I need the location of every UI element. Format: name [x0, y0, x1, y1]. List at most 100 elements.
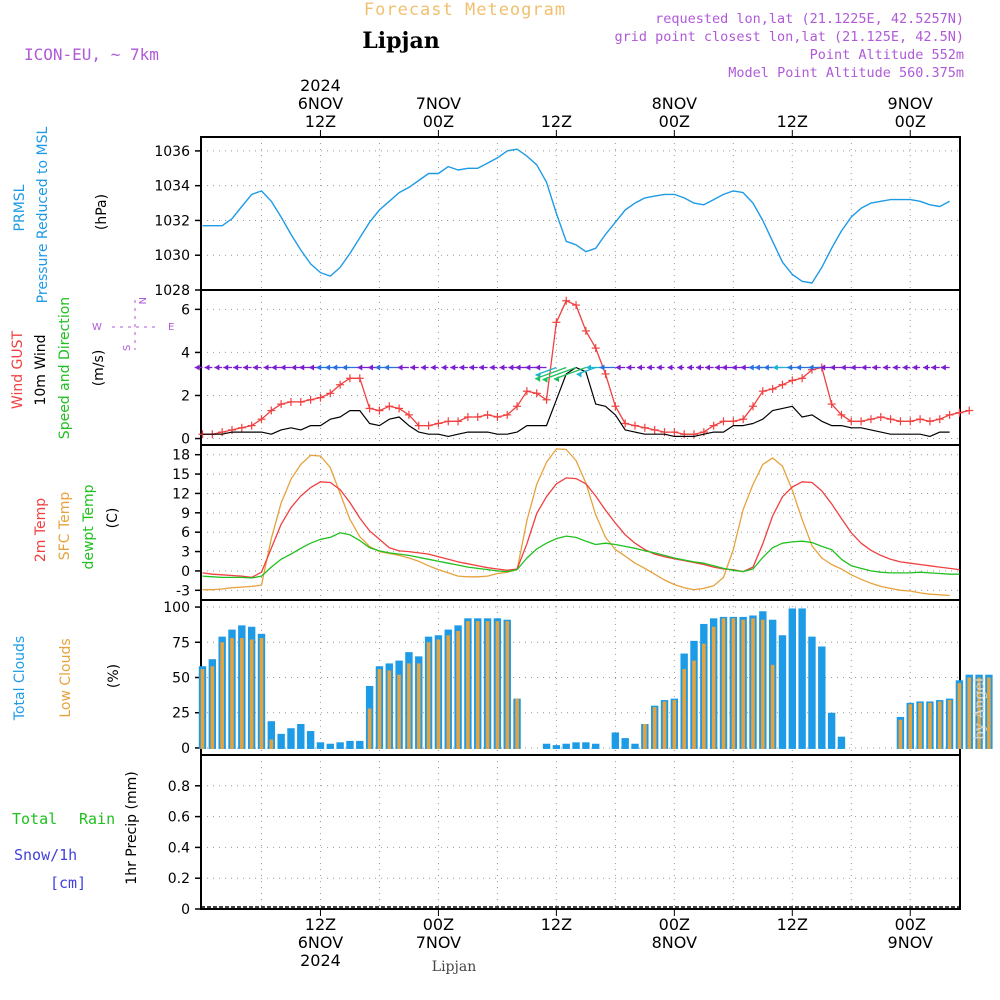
- arrow-head: [325, 364, 331, 371]
- wind-direction-arrow: [656, 364, 665, 371]
- wind-direction-arrow: [450, 364, 459, 371]
- arrow-head: [223, 364, 229, 371]
- wind-direction-arrow: [820, 364, 832, 371]
- low-clouds-label: Low Clouds: [58, 638, 74, 717]
- wind-direction-arrow: [441, 364, 449, 371]
- wind-direction-arrow: [242, 364, 252, 371]
- wind-direction-arrow: [291, 364, 301, 371]
- wind-direction-arrow: [534, 366, 567, 382]
- wind-direction-arrow: [576, 366, 596, 378]
- y-tick-label: 0: [181, 741, 190, 757]
- arrow-head: [599, 364, 605, 371]
- wind-direction-arrow: [923, 364, 930, 371]
- wind-gust-marker: [326, 389, 335, 398]
- low-cloud-bar: [987, 677, 991, 749]
- temp-unit-label: (C): [105, 508, 121, 529]
- low-cloud-bar: [692, 660, 696, 749]
- panel-temperature: -3 0 3 6 9 12 15 18: [172, 444, 961, 601]
- low-cloud-bar: [475, 621, 480, 749]
- low-cloud-bar: [937, 701, 942, 749]
- wind-direction-arrow: [342, 364, 360, 371]
- arrow-head: [626, 364, 632, 371]
- low-cloud-bar: [721, 618, 726, 749]
- total-cloud-bar: [346, 740, 354, 749]
- panel-frame: [200, 754, 961, 910]
- panel-frame: [200, 444, 961, 601]
- wind-gust-marker: [945, 410, 954, 419]
- arrow-head: [667, 364, 673, 371]
- total-cloud-bar: [552, 745, 561, 749]
- wind-gust-marker: [395, 404, 404, 413]
- bottom-time-label: 00Z: [895, 915, 926, 934]
- wind-direction-arrow: [677, 364, 685, 371]
- arrow-head: [748, 364, 754, 371]
- wind-direction-arrow: [808, 364, 822, 371]
- y-tick-label: 2: [181, 388, 190, 404]
- wind-direction-arrow: [830, 364, 842, 371]
- wind-gust-marker: [690, 430, 698, 439]
- wind-gust-marker: [355, 374, 364, 383]
- wind-gust-marker: [611, 402, 620, 411]
- arrow-head: [696, 364, 702, 371]
- wind-direction-arrow: [384, 364, 400, 371]
- arrow-head: [384, 364, 390, 371]
- arrow-head: [554, 376, 560, 383]
- y-tick-label: 100: [163, 600, 190, 616]
- top-time-label: 9NOV: [888, 94, 933, 113]
- wind-gust-marker: [965, 406, 974, 415]
- wind-gust-marker: [925, 417, 934, 426]
- arrow-head: [271, 364, 277, 371]
- precip-total-label: Total: [12, 810, 57, 828]
- wind-gust-marker: [503, 410, 512, 419]
- wind-gust-marker: [237, 423, 246, 432]
- wind-direction-arrow: [430, 364, 439, 371]
- wind-gust-marker: [876, 413, 885, 422]
- arrow-head: [787, 364, 793, 371]
- arrow-head: [772, 364, 778, 371]
- arrow-head: [902, 364, 908, 371]
- wind-direction-arrow: [397, 364, 409, 371]
- low-cloud-bar: [456, 631, 460, 749]
- y-tick-label: 1030: [154, 248, 190, 264]
- wind-direction-arrow: [410, 364, 419, 371]
- wind-gust-marker: [631, 421, 640, 430]
- wind-gust-marker: [336, 380, 345, 389]
- y-tick-label: 0.8: [168, 779, 190, 795]
- arrow-head: [450, 364, 456, 371]
- wind-gust-marker: [414, 421, 423, 430]
- wind-speed-dir-label: Speed and Direction: [57, 297, 73, 439]
- wind-direction-arrow: [704, 364, 714, 371]
- arrow-head: [912, 364, 918, 371]
- total-cloud-bar: [582, 742, 590, 749]
- wind-gust-marker: [375, 406, 384, 415]
- wind-gust-marker: [837, 410, 846, 419]
- arrow-shaft: [542, 366, 577, 381]
- panel-clouds: 0 25 50 75 100: [163, 599, 961, 757]
- arrow-head: [430, 364, 436, 371]
- plot-layer: [194, 148, 993, 749]
- total-cloud-bar: [837, 736, 846, 749]
- arrow-head: [508, 364, 514, 371]
- wind-gust-marker: [778, 380, 787, 389]
- wind-direction-arrow: [872, 364, 881, 371]
- y-tick-label: 12: [172, 486, 190, 502]
- arrow-head: [840, 364, 846, 371]
- low-cloud-bar: [485, 621, 490, 749]
- arrow-head: [499, 364, 505, 371]
- wind-gust-marker: [680, 430, 689, 439]
- arrow-head: [677, 364, 683, 371]
- low-cloud-bar: [967, 677, 972, 749]
- low-cloud-bar: [702, 643, 706, 749]
- arrow-head: [242, 364, 248, 371]
- wind-gust-marker: [572, 301, 581, 310]
- bottom-time-label: 8NOV: [652, 933, 697, 952]
- low-cloud-bar: [770, 664, 775, 749]
- wind-direction-arrow: [667, 364, 675, 371]
- model-altitude: Model Point Altitude 560.375m: [728, 65, 964, 81]
- low-cloud-bar: [446, 635, 451, 749]
- wind-gust-marker: [935, 415, 944, 424]
- top-time-label: 12Z: [541, 112, 572, 131]
- y-tick-label: 1032: [154, 213, 190, 229]
- arrow-head: [299, 364, 305, 371]
- arrow-head: [332, 364, 338, 371]
